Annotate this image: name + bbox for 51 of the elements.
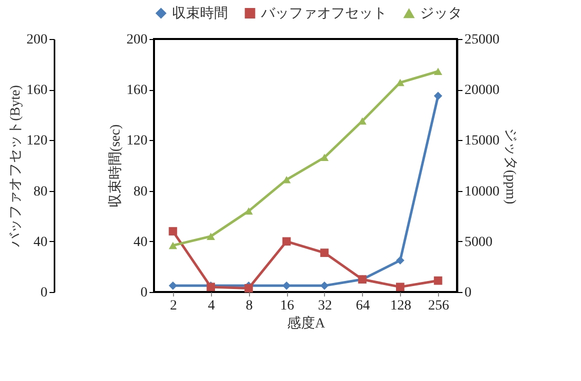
x-tick-label: 256 (428, 298, 450, 314)
point (396, 256, 404, 265)
x-tick-label: 128 (390, 298, 412, 314)
y-tick-label: 120 (126, 134, 148, 149)
point (168, 227, 178, 236)
point (396, 78, 404, 86)
legend-label: バッファオフセット (260, 6, 387, 22)
y-tick-label: 0 (140, 286, 148, 300)
y-tick-label: 40 (134, 234, 148, 250)
y3-tick-label: 40 (34, 234, 48, 250)
y3-axis-title: バッファオフセット(Byte) (8, 84, 24, 248)
y2-tick-label: 20000 (464, 83, 500, 98)
y-tick-label: 80 (134, 184, 148, 200)
y2-tick-label: 25000 (464, 32, 500, 48)
y-axis-title: 収束時間(sec) (108, 124, 124, 208)
x-tick-label: 4 (208, 298, 215, 314)
point (168, 242, 178, 250)
point (434, 92, 442, 100)
legend-label: ジッタ (420, 6, 462, 22)
point (320, 154, 329, 162)
legend-label: 収束時間 (172, 5, 228, 22)
point (320, 248, 329, 257)
point (244, 284, 253, 292)
point (206, 232, 215, 240)
y2-tick-label: 5000 (464, 234, 492, 250)
x-axis-title: 感度A (286, 316, 326, 332)
point (282, 237, 291, 246)
point (320, 281, 329, 290)
y3-tick-label: 120 (26, 134, 48, 149)
y3-tick-label: 200 (26, 32, 48, 48)
x-tick-label: 32 (318, 298, 332, 314)
y-tick-label: 200 (126, 32, 148, 48)
point (244, 207, 253, 215)
point (282, 281, 291, 290)
point (358, 117, 366, 125)
y3-tick-label: 0 (40, 286, 48, 300)
point (396, 282, 404, 292)
y2-tick-label: 10000 (464, 184, 500, 200)
x-tick-label: 64 (356, 298, 370, 314)
y-tick-label: 160 (126, 83, 148, 98)
x-tick-label: 2 (170, 298, 177, 314)
x-tick-label: 8 (246, 298, 253, 314)
y2-tick-label: 0 (464, 286, 472, 300)
point (168, 281, 178, 290)
point (434, 68, 442, 76)
y3-tick-label: 160 (26, 83, 48, 98)
y3-tick-label: 80 (34, 184, 48, 200)
y2-axis-title: ジッタ(ppm) (502, 128, 518, 204)
y2-tick-label: 15000 (464, 134, 500, 149)
x-tick-label: 16 (280, 298, 294, 314)
point (434, 276, 442, 285)
